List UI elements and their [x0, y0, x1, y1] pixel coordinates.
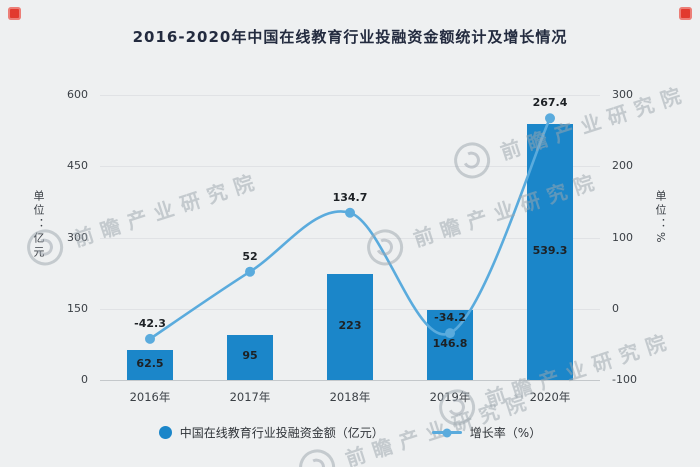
line-point	[345, 207, 355, 218]
y-axis-tick-label-left: 150	[67, 301, 88, 315]
left-axis-unit-label: 单位：亿元	[32, 190, 45, 260]
corner-decoration-icon	[679, 7, 692, 20]
line-value-label: 134.7	[332, 190, 368, 204]
watermark-logo-icon	[294, 444, 340, 467]
y-axis-tick-label-left: 600	[67, 88, 88, 101]
bar-value-label: 223	[338, 319, 362, 333]
line-value-label: 267.4	[532, 96, 568, 110]
x-axis-tick-label: 2019年	[429, 390, 471, 404]
gridline	[100, 95, 600, 96]
right-axis-unit-label: 单位：%	[654, 190, 667, 246]
line-point	[445, 328, 455, 339]
line-point	[545, 113, 555, 124]
legend-growth-label: 增长率（%）	[469, 426, 542, 440]
corner-decoration-icon	[8, 7, 21, 20]
bar	[127, 350, 173, 380]
x-axis-tick-label: 2016年	[129, 390, 171, 404]
legend-growth-marker-icon	[431, 431, 462, 434]
line-point	[145, 333, 155, 344]
y-axis-tick-label-left: 0	[81, 373, 88, 386]
chart-title: 2016-2020年中国在线教育行业投融资金额统计及增长情况	[132, 28, 568, 46]
bar-value-label: 95	[242, 349, 258, 363]
x-axis-tick-label: 2017年	[229, 390, 271, 404]
y-axis-tick-label-left: 300	[67, 230, 88, 244]
growth-line-layer	[145, 113, 555, 344]
x-axis-tick-label: 2020年	[529, 390, 571, 404]
y-axis-tick-label-right: 100	[612, 230, 633, 244]
line-value-label: -42.3	[134, 316, 166, 330]
line-value-label: -34.2	[434, 311, 466, 325]
bar	[527, 123, 573, 380]
y-axis-tick-label-left: 450	[67, 159, 88, 173]
bar-value-label: 62.5	[136, 357, 164, 371]
gridline	[100, 166, 600, 168]
bar-value-label: 539.3	[532, 243, 568, 257]
line-point	[245, 266, 255, 277]
gridline	[100, 237, 600, 239]
legend: 中国在线教育行业投融资金额（亿元） 增长率（%）	[0, 424, 700, 441]
y-axis-tick-label-right: 0	[612, 301, 619, 315]
bar	[427, 310, 473, 380]
bar	[327, 274, 373, 380]
growth-line	[148, 116, 552, 341]
y-axis-tick-label-right: 200	[612, 159, 633, 173]
x-axis-tick-label: 2018年	[329, 390, 371, 404]
legend-item-growth: 增长率（%）	[431, 424, 542, 441]
y-axis-tick-label-right: 300	[612, 88, 633, 101]
bar	[227, 334, 273, 380]
legend-item-amount: 中国在线教育行业投融资金额（亿元）	[158, 424, 384, 441]
legend-amount-marker-icon	[158, 426, 172, 439]
y-axis-tick-label-right: -100	[612, 373, 637, 386]
legend-amount-label: 中国在线教育行业投融资金额（亿元）	[179, 426, 384, 440]
line-value-label: 52	[242, 249, 258, 263]
bar-value-label: 146.8	[432, 337, 468, 351]
